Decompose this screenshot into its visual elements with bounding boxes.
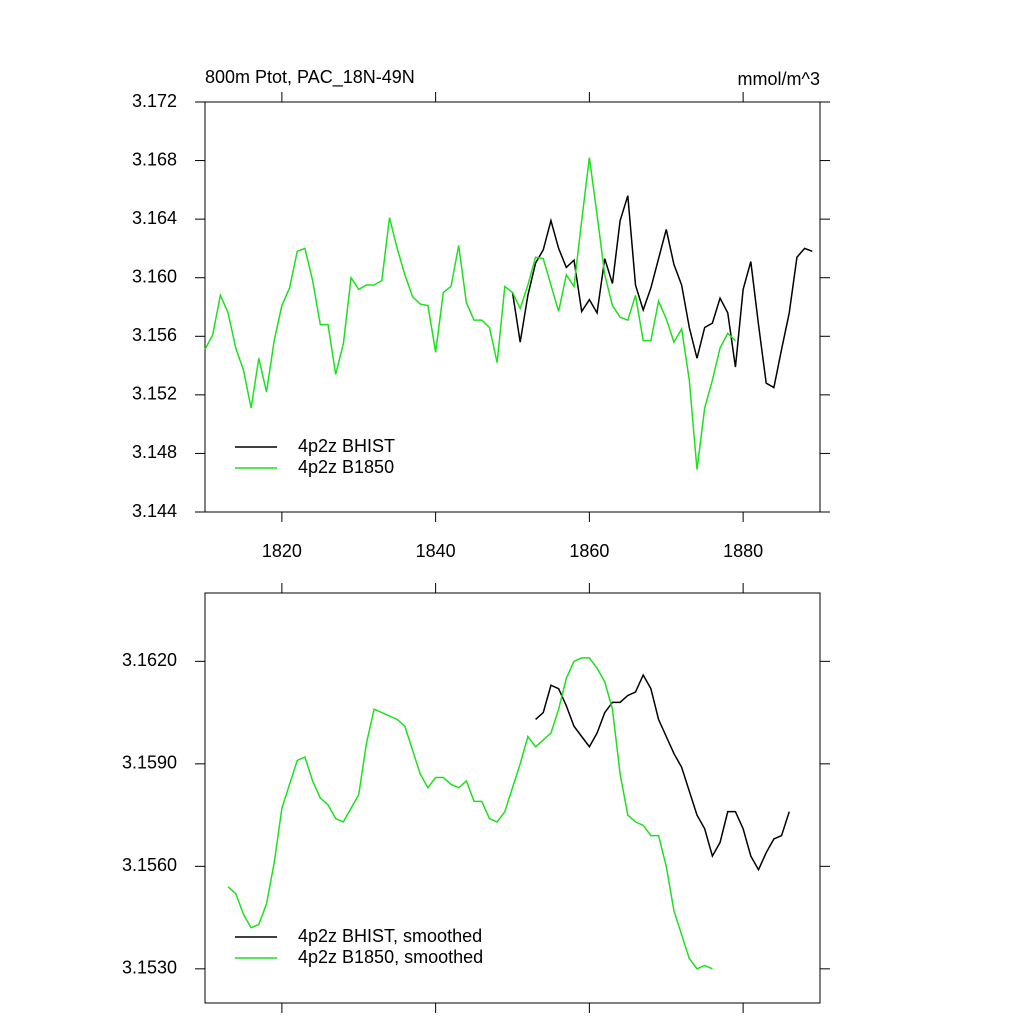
- series-line: [511, 195, 813, 389]
- y-tick-label: 3.172: [132, 91, 177, 111]
- units-label: mmol/m^3: [738, 69, 820, 89]
- y-tick-label: 3.160: [132, 266, 177, 286]
- legend-label: 4p2z B1850: [298, 457, 394, 477]
- series-line: [535, 673, 790, 872]
- y-tick-label: 3.1590: [122, 753, 177, 773]
- y-tick-label: 3.148: [132, 442, 177, 462]
- y-tick-label: 3.152: [132, 384, 177, 404]
- series-line: [227, 657, 713, 970]
- y-tick-label: 3.168: [132, 149, 177, 169]
- legend-label: 4p2z BHIST: [298, 436, 395, 456]
- y-tick-label: 3.1620: [122, 650, 177, 670]
- plot-frame: [204, 101, 821, 513]
- legend-label: 4p2z B1850, smoothed: [298, 947, 483, 967]
- y-tick-label: 3.1530: [122, 958, 177, 978]
- plot-frame: [204, 592, 821, 1004]
- x-tick-label: 1880: [723, 541, 763, 561]
- y-tick-label: 3.1560: [122, 855, 177, 875]
- series-line: [204, 157, 736, 470]
- legend-label: 4p2z BHIST, smoothed: [298, 926, 482, 946]
- x-tick-label: 1820: [262, 541, 302, 561]
- y-tick-label: 3.164: [132, 208, 177, 228]
- y-tick-label: 3.156: [132, 325, 177, 345]
- y-tick-label: 3.144: [132, 501, 177, 521]
- chart-title: 800m Ptot, PAC_18N-49N: [205, 67, 415, 88]
- x-tick-label: 1840: [416, 541, 456, 561]
- x-tick-label: 1860: [569, 541, 609, 561]
